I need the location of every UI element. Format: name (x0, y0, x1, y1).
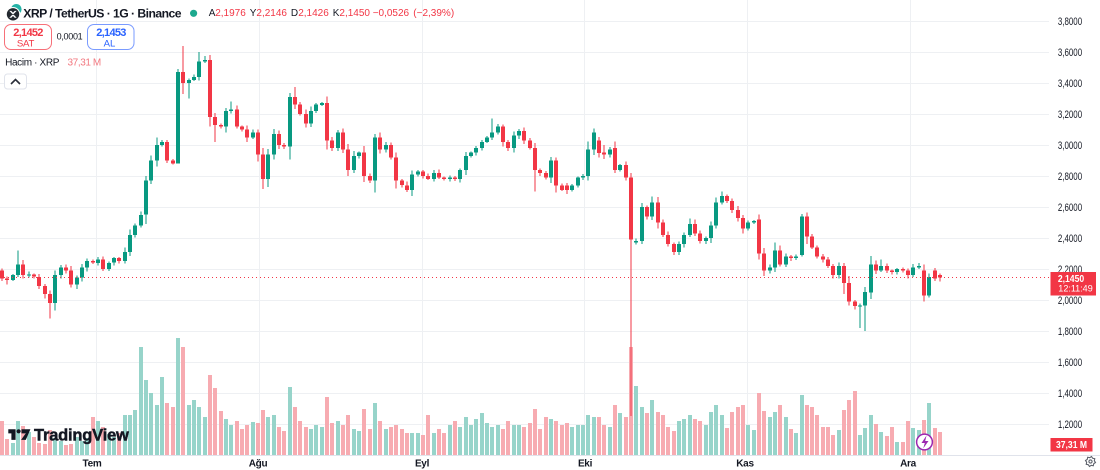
svg-text:−0,0526: −0,0526 (373, 8, 410, 19)
svg-text:37,31 M: 37,31 M (1056, 439, 1087, 451)
svg-text:Kas: Kas (736, 459, 754, 470)
svg-text:XRP / TetherUS · 1G · Binance: XRP / TetherUS · 1G · Binance (23, 7, 181, 21)
svg-text:Eyl: Eyl (415, 459, 430, 470)
svg-text:1,6000: 1,6000 (1058, 357, 1082, 370)
svg-text:TradingView: TradingView (34, 427, 129, 445)
svg-text:1,4000: 1,4000 (1058, 388, 1082, 401)
svg-text:3,8000: 3,8000 (1058, 16, 1082, 29)
svg-text:2,1453: 2,1453 (96, 27, 126, 39)
svg-text:Y: Y (250, 8, 257, 19)
svg-text:0,0001: 0,0001 (57, 32, 83, 42)
svg-text:12:11:49: 12:11:49 (1058, 283, 1092, 293)
svg-text:A: A (209, 8, 216, 19)
svg-text:SAT: SAT (17, 39, 35, 50)
svg-text:AL: AL (104, 39, 116, 50)
svg-text:37,31 M: 37,31 M (68, 58, 101, 69)
svg-text:2,1450: 2,1450 (339, 8, 370, 19)
svg-text:3,0000: 3,0000 (1058, 140, 1082, 153)
svg-text:Ağu: Ağu (249, 459, 268, 470)
svg-text:1,8000: 1,8000 (1058, 326, 1082, 339)
svg-text:2,8000: 2,8000 (1058, 171, 1082, 184)
svg-text:2,6000: 2,6000 (1058, 202, 1082, 215)
svg-text:Tem: Tem (83, 459, 102, 470)
svg-text:2,1452: 2,1452 (13, 27, 43, 39)
svg-text:Ara: Ara (900, 459, 917, 470)
svg-text:Eki: Eki (578, 459, 593, 470)
svg-text:D: D (291, 8, 298, 19)
svg-text:2,2146: 2,2146 (256, 8, 287, 19)
svg-text:3,4000: 3,4000 (1058, 78, 1082, 91)
svg-text:3,2000: 3,2000 (1058, 109, 1082, 122)
svg-text:2,1426: 2,1426 (298, 8, 329, 19)
svg-text:2,1976: 2,1976 (215, 8, 246, 19)
svg-text:(−2,39%): (−2,39%) (413, 8, 454, 19)
svg-text:Hacim · XRP: Hacim · XRP (5, 58, 60, 69)
svg-text:2,1450: 2,1450 (1058, 273, 1084, 285)
svg-text:2,0000: 2,0000 (1058, 295, 1082, 308)
svg-text:K: K (333, 8, 340, 19)
svg-text:1,2000: 1,2000 (1058, 419, 1082, 432)
svg-text:2,4000: 2,4000 (1058, 233, 1082, 246)
svg-text:3,6000: 3,6000 (1058, 47, 1082, 60)
